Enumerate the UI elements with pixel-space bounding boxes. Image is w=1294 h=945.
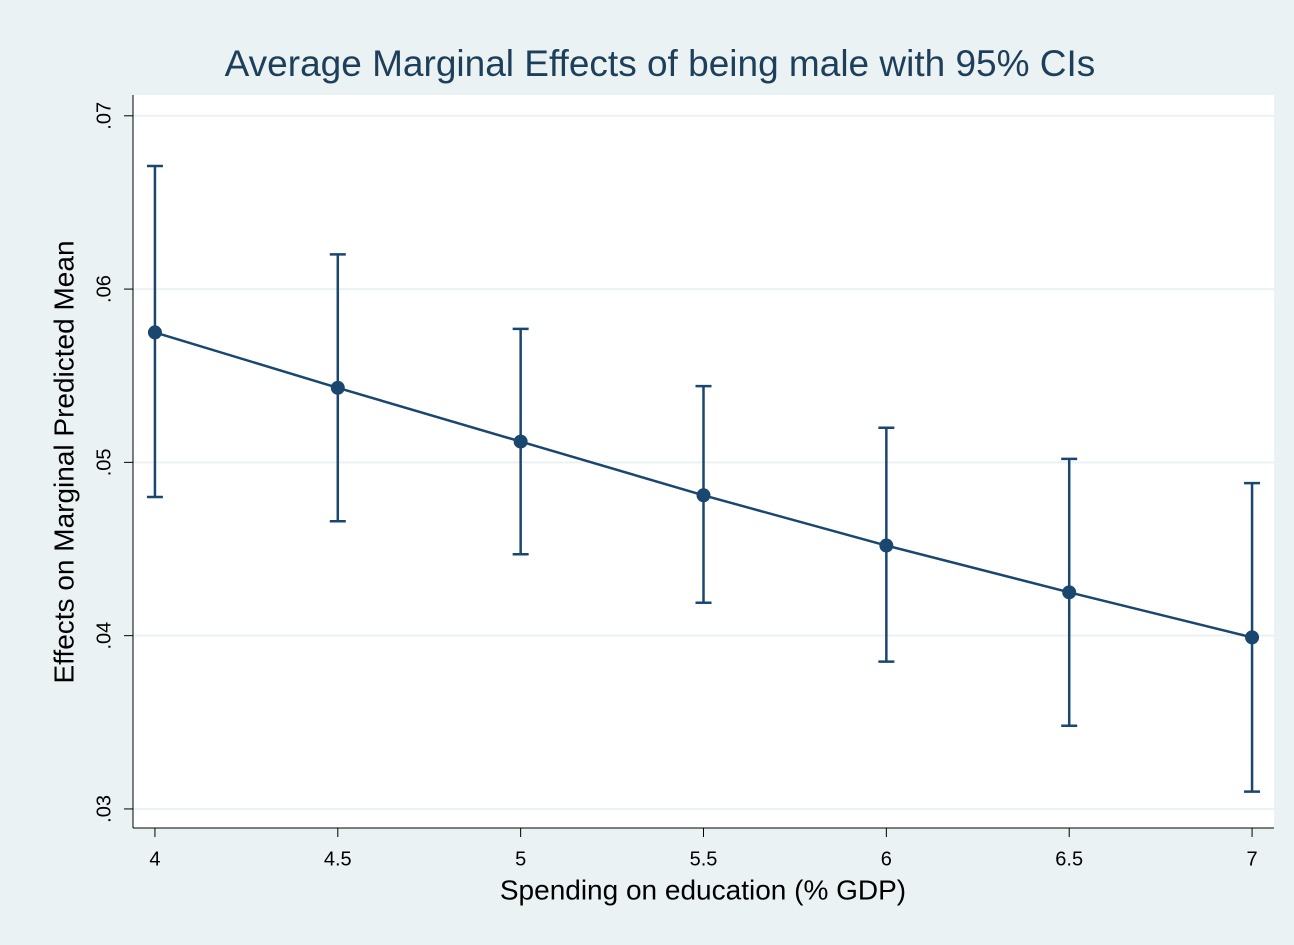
x-tick-label: 4.5: [324, 848, 352, 870]
point: [1245, 630, 1260, 645]
point: [1062, 585, 1077, 600]
y-tick-label: .04: [93, 622, 115, 650]
point: [147, 325, 162, 340]
point: [513, 434, 528, 449]
x-tick-label: 6: [881, 848, 892, 870]
x-axis-label: Spending on education (% GDP): [500, 874, 906, 905]
y-axis-label: Effects on Marginal Predicted Mean: [48, 240, 79, 683]
point: [696, 488, 711, 503]
x-tick-label: 6.5: [1055, 848, 1083, 870]
x-tick-label: 4: [149, 848, 160, 870]
y-tick-label: .06: [93, 275, 115, 303]
x-tick-label: 7: [1246, 848, 1257, 870]
point: [879, 538, 894, 553]
y-tick-label: .05: [93, 448, 115, 476]
point: [330, 380, 345, 395]
x-tick-label: 5.5: [690, 848, 718, 870]
y-tick-label: .03: [93, 795, 115, 823]
y-tick-label: .07: [93, 102, 115, 130]
chart-title: Average Marginal Effects of being male w…: [225, 43, 1096, 84]
x-tick-label: 5: [515, 848, 526, 870]
